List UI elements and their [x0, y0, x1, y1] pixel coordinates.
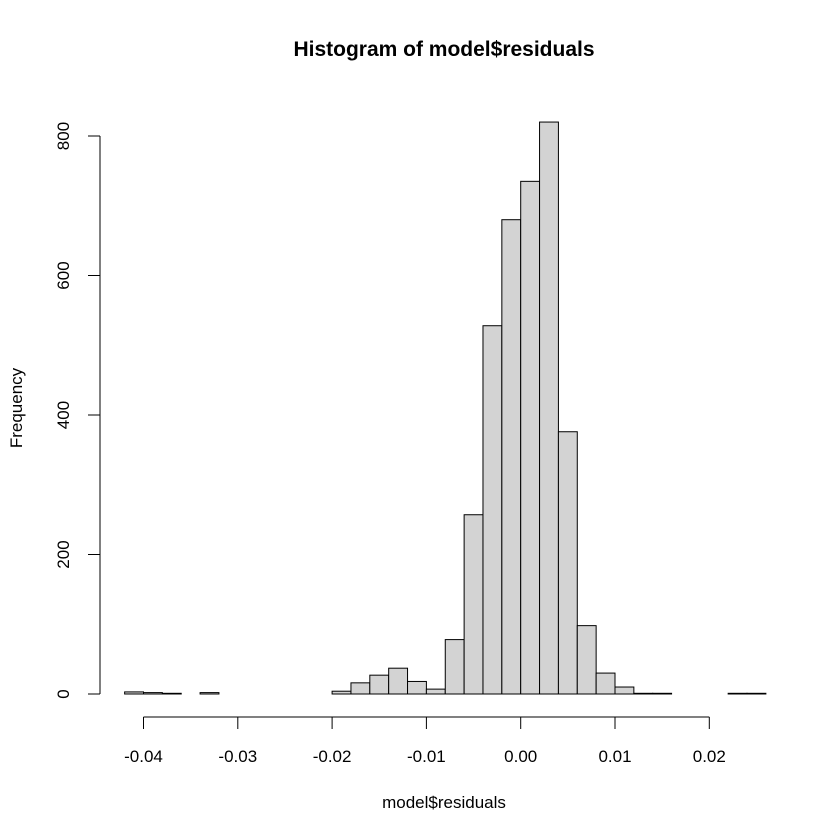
histogram-bar [746, 692, 767, 695]
histogram-bar [199, 692, 220, 695]
histogram-bar [595, 672, 616, 695]
y-axis-label: Frequency [7, 367, 26, 448]
x-tick-label: -0.02 [313, 747, 352, 766]
histogram-bar [369, 674, 390, 695]
histogram-bar [407, 680, 427, 695]
histogram-bar [124, 691, 144, 695]
histogram-bar [425, 688, 446, 695]
y-tick-label: 200 [54, 540, 73, 568]
histogram-bar [520, 180, 541, 695]
histogram-bar [557, 431, 578, 695]
histogram-bar [482, 325, 503, 695]
y-tick-label: 600 [54, 261, 73, 289]
x-tick-label: -0.04 [124, 747, 163, 766]
x-tick-label: -0.01 [407, 747, 446, 766]
histogram-bar [614, 686, 635, 695]
histogram-bar [727, 692, 748, 695]
histogram-bar [444, 639, 465, 695]
histogram-bar [539, 121, 559, 695]
histogram-bar [576, 625, 597, 695]
histogram-bar [161, 692, 182, 695]
histogram-bar [633, 692, 654, 695]
histogram-bar [143, 692, 163, 695]
histogram-bar [331, 690, 352, 695]
x-tick-label: -0.03 [218, 747, 257, 766]
y-tick-label: 0 [54, 689, 73, 698]
y-tick-label: 800 [54, 122, 73, 150]
x-axis: -0.04 -0.03 -0.02 -0.01 0.00 0.01 0.02 [124, 716, 726, 766]
histogram-bar [652, 692, 673, 695]
bars-group [124, 121, 767, 695]
x-tick-label: 0.00 [504, 747, 537, 766]
x-tick-label: 0.01 [598, 747, 631, 766]
histogram-bar [350, 682, 371, 695]
x-tick-label: 0.02 [693, 747, 726, 766]
y-tick-label: 400 [54, 401, 73, 429]
x-axis-label: model$residuals [382, 793, 506, 812]
chart-title: Histogram of model$residuals [293, 38, 594, 61]
histogram-bar [388, 667, 409, 695]
histogram-bar [463, 514, 484, 695]
histogram-bar [501, 219, 522, 695]
y-axis: 0 200 400 600 800 [54, 122, 101, 699]
